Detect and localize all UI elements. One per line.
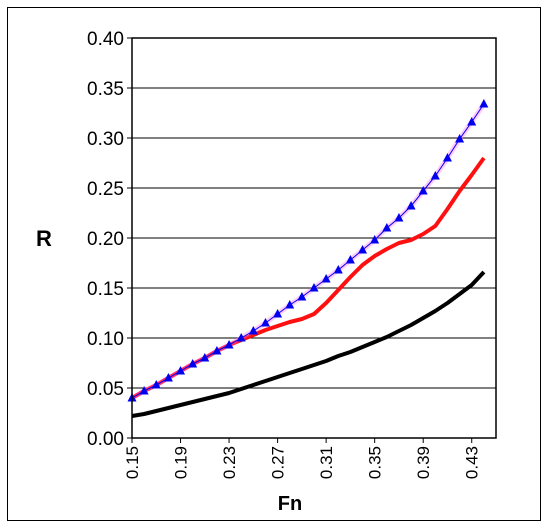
- series-line: [131, 270, 486, 418]
- data-point: [406, 201, 416, 210]
- x-tick-label: 0.43: [463, 446, 482, 479]
- series-0: [127, 99, 489, 402]
- y-tick-label: 0.00: [87, 429, 124, 450]
- data-point: [309, 283, 319, 292]
- x-tick-label: 0.19: [172, 446, 191, 479]
- data-point: [139, 386, 149, 395]
- data-point: [442, 153, 452, 162]
- y-tick-label: 0.10: [87, 329, 124, 350]
- data-point: [455, 134, 465, 143]
- data-point: [430, 171, 440, 180]
- data-point: [358, 245, 368, 254]
- y-tick-label: 0.35: [87, 79, 124, 100]
- data-point: [200, 353, 210, 362]
- series-glow: [130, 102, 486, 401]
- x-tick-label: 0.15: [123, 446, 142, 479]
- y-tick-label: 0.20: [87, 229, 124, 250]
- data-point: [418, 186, 428, 195]
- data-point: [285, 300, 295, 309]
- data-point: [467, 117, 477, 126]
- data-point: [345, 255, 355, 264]
- x-tick-label: 0.35: [366, 446, 385, 479]
- data-point: [333, 265, 343, 274]
- x-tick-label: 0.39: [414, 446, 433, 479]
- data-point: [321, 274, 331, 283]
- data-point: [479, 99, 489, 108]
- series-2: [131, 270, 486, 418]
- x-tick-label: 0.23: [220, 446, 239, 479]
- y-axis-label: R: [36, 226, 52, 251]
- data-point: [260, 318, 270, 327]
- x-tick-label: 0.27: [269, 446, 288, 479]
- y-tick-label: 0.30: [87, 129, 124, 150]
- data-point: [382, 223, 392, 232]
- data-point: [248, 326, 258, 335]
- data-point: [236, 333, 246, 342]
- series-layer: [127, 99, 489, 418]
- y-tick-label: 0.40: [87, 29, 124, 50]
- data-point: [370, 235, 380, 244]
- series-1: [130, 156, 486, 400]
- x-axis-ticks: 0.15 0.19 0.23 0.27 0.31 0.35 0.39 0.43: [123, 438, 482, 479]
- x-axis-label: Fn: [278, 493, 302, 515]
- series-line: [131, 103, 485, 399]
- x-tick-label: 0.31: [317, 446, 336, 479]
- y-tick-label: 0.05: [87, 379, 124, 400]
- y-tick-label: 0.25: [87, 179, 124, 200]
- data-point: [273, 309, 283, 318]
- data-point: [163, 373, 173, 382]
- data-point: [151, 380, 161, 389]
- data-point: [224, 340, 234, 349]
- series-line: [130, 156, 486, 400]
- data-point: [297, 292, 307, 301]
- y-axis-ticks: 0.00 0.05 0.10 0.15 0.20 0.25 0.30 0.35 0.40: [87, 29, 132, 450]
- gridlines: [132, 87, 496, 389]
- data-point: [188, 359, 198, 368]
- data-point: [394, 213, 404, 222]
- chart-frame: [7, 7, 541, 521]
- data-point: [176, 366, 186, 375]
- data-point: [212, 346, 222, 355]
- y-tick-label: 0.15: [87, 279, 124, 300]
